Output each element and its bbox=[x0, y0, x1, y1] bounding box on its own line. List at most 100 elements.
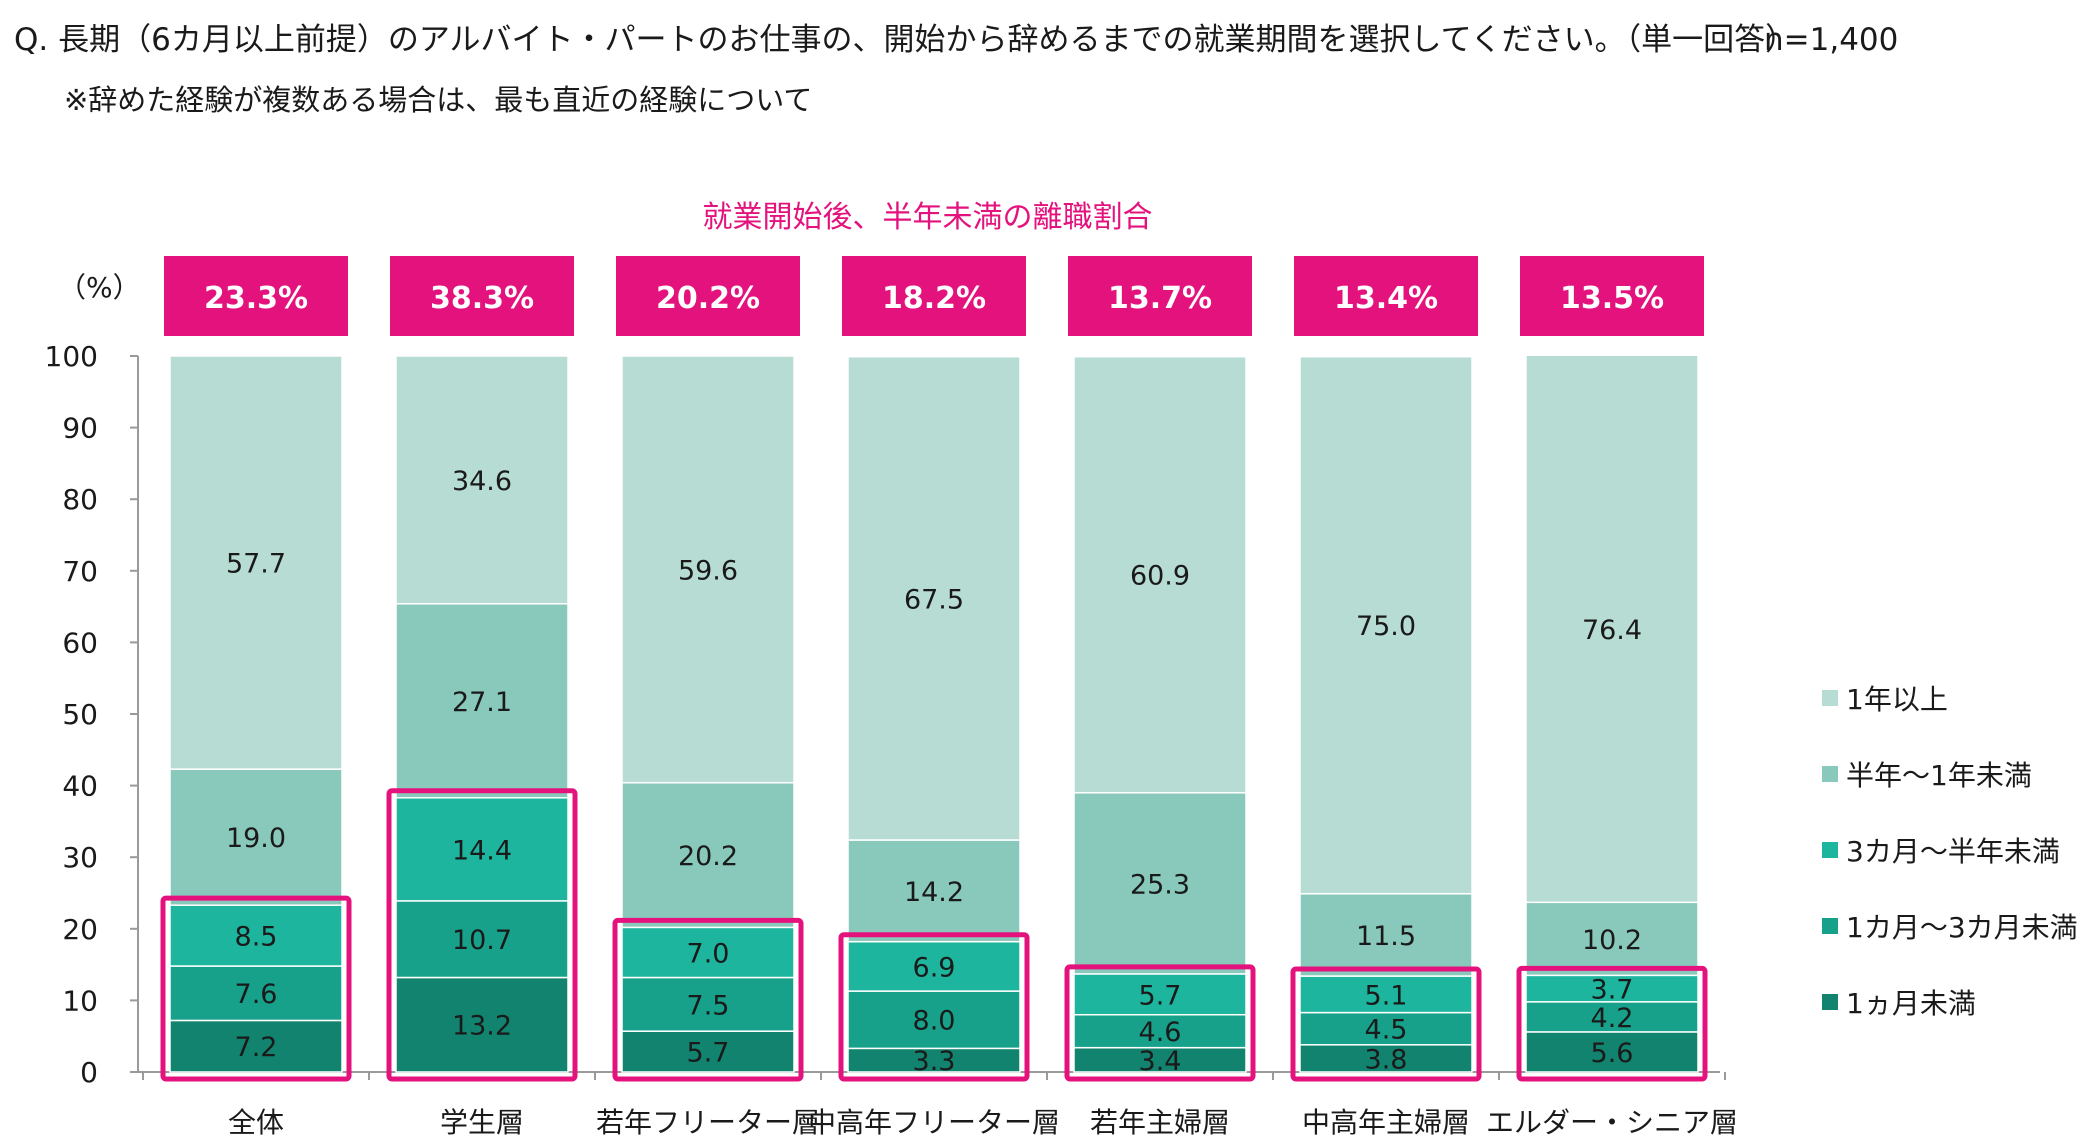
bar-segment bbox=[1073, 792, 1247, 975]
highlight-badge bbox=[616, 256, 800, 336]
bar-segment bbox=[847, 839, 1021, 943]
data-label: 25.3 bbox=[1130, 869, 1190, 900]
legend-entry: 1ヵ月未満 bbox=[1822, 964, 2078, 1040]
bar-segment bbox=[169, 965, 343, 1022]
sample-size: n=1,400 bbox=[1764, 22, 1899, 58]
question-label: Q. 長期（6カ月以上前提）のアルバイト・パートのお仕事の、開始から辞めるまでの… bbox=[14, 22, 1797, 58]
data-label: 3.4 bbox=[1139, 1046, 1182, 1077]
y-tick-label: 60 bbox=[62, 626, 98, 659]
legend-label: 1ヵ月未満 bbox=[1846, 987, 1976, 1020]
data-label: 59.6 bbox=[678, 555, 738, 586]
data-label: 3.8 bbox=[1365, 1044, 1408, 1075]
highlight-badge bbox=[164, 256, 348, 336]
x-category-label: 学生層 bbox=[440, 1106, 524, 1139]
highlight-badge-label: 13.5% bbox=[1560, 281, 1664, 316]
data-label: 76.4 bbox=[1582, 615, 1642, 646]
bar-segment bbox=[169, 768, 343, 906]
bar-segment bbox=[1073, 973, 1247, 1016]
highlight-badge bbox=[842, 256, 1026, 336]
chart-subtitle: 就業開始後、半年未満の離職割合 bbox=[702, 200, 1153, 235]
bar-segment bbox=[395, 976, 569, 1073]
legend-swatch bbox=[1822, 994, 1838, 1010]
highlight-badge bbox=[390, 256, 574, 336]
highlight-box bbox=[612, 917, 804, 1082]
highlight-badge bbox=[1294, 256, 1478, 336]
bar-segment bbox=[1525, 901, 1699, 977]
highlight-box bbox=[1516, 965, 1708, 1082]
bar-segment bbox=[1073, 1013, 1247, 1049]
data-label: 27.1 bbox=[452, 687, 512, 718]
legend-swatch bbox=[1822, 842, 1838, 858]
x-category-label: 若年フリーター層 bbox=[596, 1106, 820, 1139]
bar-segment bbox=[847, 990, 1021, 1050]
highlight-box bbox=[1064, 964, 1256, 1082]
data-label: 4.5 bbox=[1365, 1015, 1408, 1046]
bar-segment bbox=[1299, 975, 1473, 1014]
highlight-badge bbox=[1520, 256, 1704, 336]
data-label: 10.2 bbox=[1582, 925, 1642, 956]
data-label: 14.4 bbox=[452, 835, 512, 866]
legend-entry: 1カ月～3カ月未満 bbox=[1822, 888, 2078, 964]
data-label: 19.0 bbox=[226, 823, 286, 854]
data-label: 5.1 bbox=[1365, 980, 1408, 1011]
highlight-box bbox=[838, 932, 1030, 1082]
highlight-box bbox=[160, 895, 352, 1082]
question-text: Q. 長期（6カ月以上前提）のアルバイト・パートのお仕事の、開始から辞めるまでの… bbox=[14, 18, 2074, 62]
data-label: 34.6 bbox=[452, 466, 512, 497]
bar-segment bbox=[1525, 1031, 1699, 1073]
bar-segment bbox=[1525, 354, 1699, 904]
data-label: 67.5 bbox=[904, 584, 964, 615]
data-label: 7.0 bbox=[687, 938, 730, 969]
x-category-label: 若年主婦層 bbox=[1090, 1106, 1230, 1139]
highlight-badge-label: 13.7% bbox=[1108, 281, 1212, 316]
legend-label: 半年～1年未満 bbox=[1846, 759, 2032, 792]
bar-segment bbox=[1299, 892, 1473, 977]
data-label: 5.7 bbox=[1139, 980, 1182, 1011]
x-category-label: 中高年主婦層 bbox=[1302, 1106, 1470, 1139]
y-tick-label: 50 bbox=[62, 698, 98, 731]
data-label: 4.2 bbox=[1591, 1003, 1634, 1034]
legend-label: 3カ月～半年未満 bbox=[1846, 835, 2060, 868]
legend-swatch bbox=[1822, 690, 1838, 706]
highlight-box bbox=[386, 788, 578, 1082]
y-tick-label: 20 bbox=[62, 913, 98, 946]
legend-label: 1カ月～3カ月未満 bbox=[1846, 911, 2078, 944]
data-label: 14.2 bbox=[904, 877, 964, 908]
legend-entry: 半年～1年未満 bbox=[1822, 736, 2078, 812]
data-label: 10.7 bbox=[452, 925, 512, 956]
highlight-badge bbox=[1068, 256, 1252, 336]
y-axis-unit: （%） bbox=[58, 271, 141, 304]
data-label: 8.5 bbox=[235, 922, 278, 953]
bar-segment bbox=[847, 940, 1021, 992]
bar-segment bbox=[621, 976, 795, 1032]
x-category-label: エルダー・シニア層 bbox=[1486, 1106, 1738, 1139]
highlight-badge-label: 13.4% bbox=[1334, 281, 1438, 316]
bar-segment bbox=[1073, 355, 1247, 794]
data-label: 7.5 bbox=[687, 990, 730, 1021]
highlight-badge-label: 23.3% bbox=[204, 281, 308, 316]
data-label: 6.9 bbox=[913, 952, 956, 983]
y-tick-label: 10 bbox=[62, 984, 98, 1017]
bar-segment bbox=[169, 1019, 343, 1073]
y-tick-label: 30 bbox=[62, 841, 98, 874]
bar-segment bbox=[395, 602, 569, 799]
legend-swatch bbox=[1822, 918, 1838, 934]
y-tick-label: 0 bbox=[80, 1056, 98, 1089]
highlight-badge-label: 18.2% bbox=[882, 281, 986, 316]
legend-label: 1年以上 bbox=[1846, 683, 1948, 716]
data-label: 5.6 bbox=[1591, 1038, 1634, 1069]
data-label: 57.7 bbox=[226, 549, 286, 580]
highlight-badge-label: 20.2% bbox=[656, 281, 760, 316]
bar-segment bbox=[1299, 355, 1473, 895]
data-label: 4.6 bbox=[1139, 1017, 1182, 1048]
data-label: 5.7 bbox=[687, 1038, 730, 1069]
y-tick-label: 90 bbox=[62, 412, 98, 445]
bar-segment bbox=[169, 904, 343, 967]
x-category-label: 中高年フリーター層 bbox=[808, 1106, 1060, 1139]
data-label: 7.2 bbox=[235, 1032, 278, 1063]
data-label: 8.0 bbox=[913, 1006, 956, 1037]
chart-legend: 1年以上半年～1年未満 3カ月～半年未満 1カ月～3カ月未満 1ヵ月未満 bbox=[1822, 660, 2078, 1040]
data-label: 13.2 bbox=[452, 1011, 512, 1042]
data-label: 3.7 bbox=[1591, 975, 1634, 1006]
